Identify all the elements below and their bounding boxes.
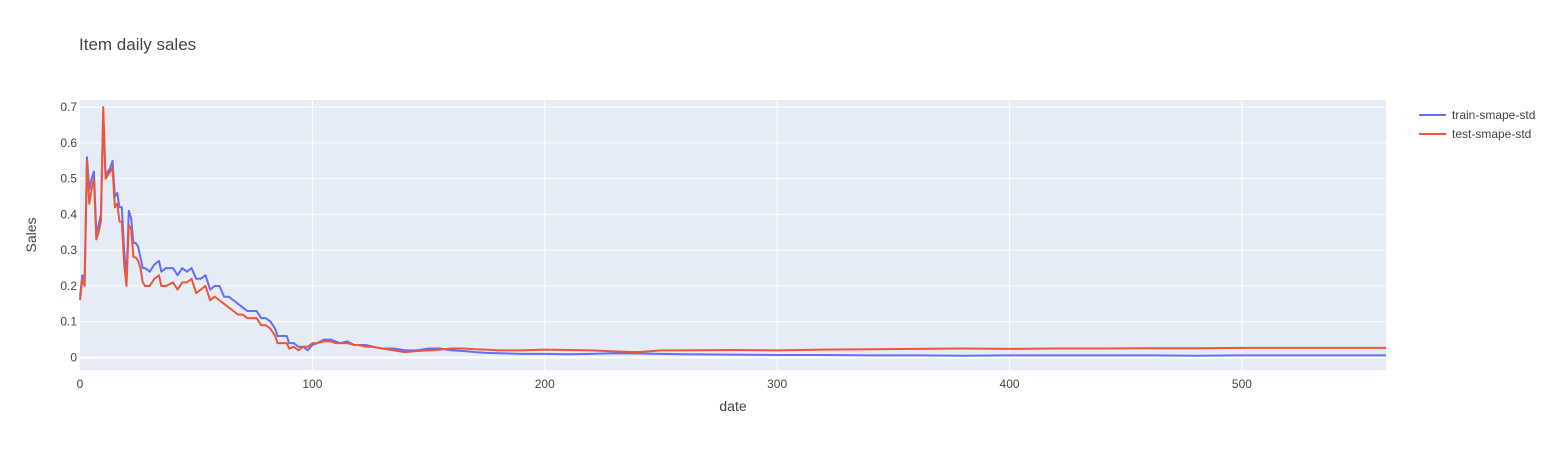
- y-tick-labels: 0 0.1 0.2 0.3 0.4 0.5 0.6 0.7: [60, 100, 77, 364]
- legend-item-test[interactable]: test-smape-std: [1419, 127, 1531, 141]
- legend-label-train: train-smape-std: [1452, 108, 1535, 122]
- series-line-test: [79, 106, 1386, 354]
- x-tick-labels: 0 100 200 300 400 500: [77, 377, 1253, 391]
- y-tick-label: 0.4: [60, 207, 77, 221]
- series-line-train: [79, 113, 1386, 357]
- y-gridlines: [80, 106, 1386, 359]
- y-tick-label: 0.1: [60, 315, 77, 329]
- x-tick-label: 500: [1232, 377, 1252, 391]
- y-tick-label: 0.2: [60, 279, 77, 293]
- legend-label-test: test-smape-std: [1452, 127, 1531, 141]
- x-axis-title: date: [719, 398, 746, 414]
- y-tick-label: 0.5: [60, 172, 77, 186]
- legend: train-smape-std test-smape-std: [1419, 108, 1535, 141]
- y-tick-label: 0.6: [60, 136, 77, 150]
- x-tick-label: 300: [767, 377, 787, 391]
- plot-area: [80, 100, 1386, 370]
- legend-item-train[interactable]: train-smape-std: [1419, 108, 1535, 122]
- y-axis-title: Sales: [23, 217, 39, 252]
- x-tick-label: 0: [77, 377, 84, 391]
- x-tick-label: 400: [1000, 377, 1020, 391]
- chart-title: Item daily sales: [79, 35, 196, 54]
- y-tick-label: 0.7: [60, 100, 77, 114]
- x-tick-label: 100: [302, 377, 322, 391]
- x-tick-label: 200: [535, 377, 555, 391]
- y-tick-label: 0.3: [60, 243, 77, 257]
- x-gridlines: [311, 100, 1243, 370]
- y-tick-label: 0: [70, 350, 77, 364]
- series-lines: [79, 106, 1386, 357]
